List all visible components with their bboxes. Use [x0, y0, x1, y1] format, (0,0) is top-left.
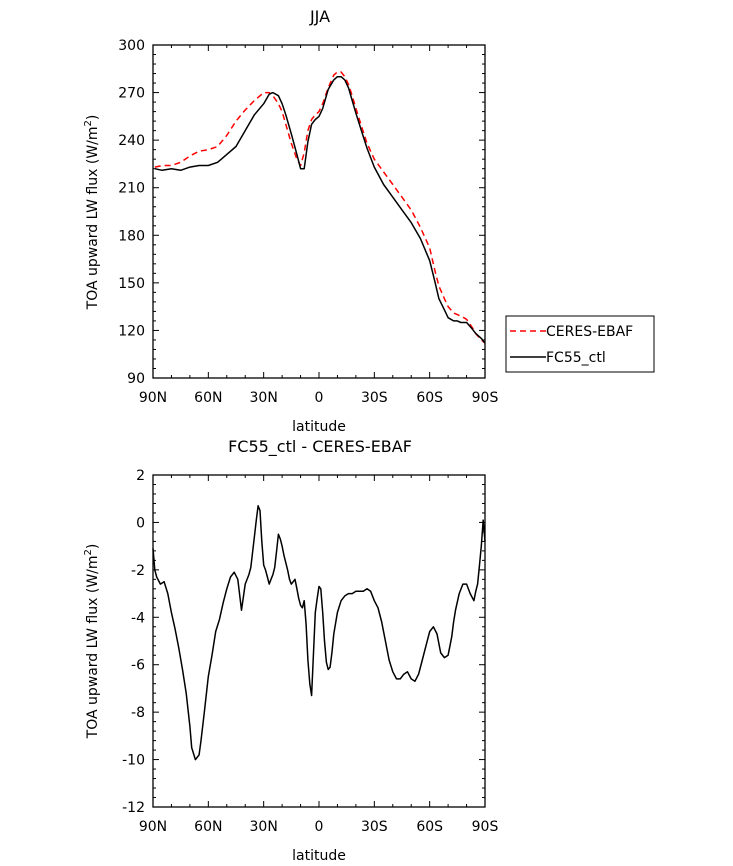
x-tick-label: 90N	[139, 390, 167, 406]
y-tick-label: 90	[127, 371, 145, 387]
y-tick-label: -8	[131, 705, 145, 721]
top-panel: JJA 90N 60N 30N 0 30S 60S 90S 90 120 150 180 210 240…	[83, 7, 498, 435]
legend: CERES-EBAF FC55_ctl	[505, 315, 655, 373]
x-tick-label: 30N	[250, 390, 278, 406]
x-tick-label: 90N	[139, 819, 167, 835]
y-tick-label: 0	[136, 515, 145, 531]
x-tick-label: 90S	[472, 390, 499, 406]
bottom-chart-title: FC55_ctl - CERES-EBAF	[228, 437, 412, 457]
top-axis-ticks: 90N 60N 30N 0 30S 60S 90S 90 120 150 180 210 240 270 3…	[118, 38, 498, 406]
top-y-axis-label: TOA upward LW flux (W/m2)	[83, 115, 101, 311]
y-tick-label: 150	[118, 276, 145, 292]
y-tick-label: 270	[118, 86, 145, 102]
top-plot-frame	[152, 44, 486, 379]
y-tick-label: -10	[122, 753, 145, 769]
series-line-difference	[152, 505, 486, 761]
x-tick-label: 60N	[194, 390, 222, 406]
x-tick-label: 0	[315, 819, 324, 835]
x-tick-label: 30S	[361, 390, 388, 406]
legend-label-ceres: CERES-EBAF	[546, 324, 633, 340]
top-chart-title: JJA	[309, 7, 330, 26]
bottom-panel: FC55_ctl - CERES-EBAF 90N 60N 30N 0 30S 60S 90…	[83, 437, 498, 864]
y-tick-label: 2	[136, 468, 145, 484]
bottom-y-axis-label: TOA upward LW flux (W/m2)	[83, 544, 101, 740]
bottom-plot-frame	[152, 474, 486, 808]
series-line-ceres-ebaf	[154, 71, 486, 344]
x-tick-label: 0	[315, 390, 324, 406]
top-x-axis-label: latitude	[292, 419, 346, 435]
legend-label-fc55: FC55_ctl	[546, 350, 606, 366]
x-tick-label: 90S	[472, 819, 499, 835]
y-tick-label: 240	[118, 133, 145, 149]
x-tick-label: 30S	[361, 819, 388, 835]
y-tick-label: -2	[131, 563, 145, 579]
bottom-series-lines	[152, 505, 486, 761]
legend-box	[505, 315, 655, 373]
y-tick-label: 210	[118, 181, 145, 197]
y-tick-label: 180	[118, 228, 145, 244]
bottom-axis-ticks: 90N 60N 30N 0 30S 60S 90S -12 -10 -8 -6 -4 -2 0 2	[122, 468, 498, 835]
series-line-fc55-ctl	[154, 75, 486, 344]
top-series-lines	[154, 71, 486, 344]
y-tick-label: 300	[118, 38, 145, 54]
x-tick-label: 60S	[416, 819, 443, 835]
y-tick-label: 120	[118, 323, 145, 339]
x-tick-label: 60N	[194, 819, 222, 835]
x-tick-label: 60S	[416, 390, 443, 406]
y-tick-label: -4	[131, 610, 145, 626]
y-tick-label: -6	[131, 658, 145, 674]
bottom-x-axis-label: latitude	[292, 848, 346, 864]
y-tick-label: -12	[122, 800, 145, 816]
x-tick-label: 30N	[250, 819, 278, 835]
